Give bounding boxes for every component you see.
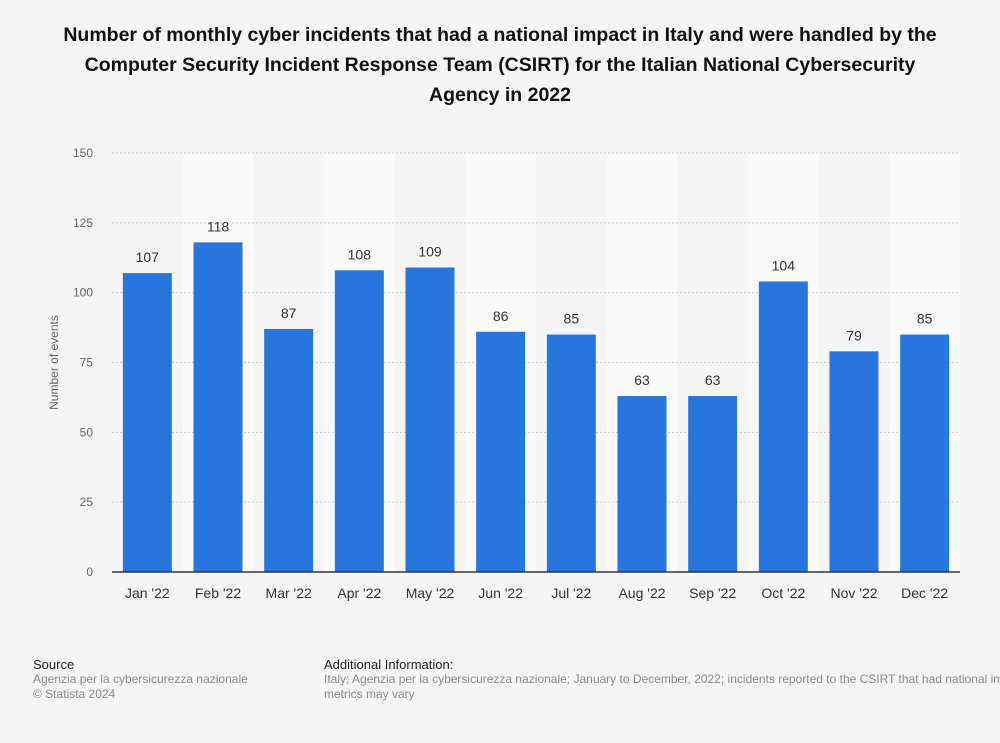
bar <box>476 331 526 572</box>
additional-info-line-2: metrics may vary <box>324 687 415 701</box>
bar <box>334 270 384 572</box>
source-heading: Source <box>33 657 75 672</box>
bar <box>193 242 243 573</box>
x-tick-label: Dec '22 <box>901 585 948 601</box>
x-tick-label: Apr '22 <box>337 585 381 601</box>
gridlines <box>112 152 960 503</box>
x-tick-label: Jul '22 <box>551 585 591 601</box>
x-tick-label: Feb '22 <box>195 585 241 601</box>
bar <box>264 328 314 572</box>
bar <box>688 396 738 572</box>
bar <box>546 334 596 572</box>
data-label: 85 <box>917 311 933 327</box>
bars <box>122 242 950 573</box>
bar <box>405 267 455 572</box>
data-label: 86 <box>493 308 509 324</box>
source-block: Source Agenzia per la cybersicurezza naz… <box>33 657 303 702</box>
data-label: 104 <box>772 257 796 273</box>
additional-info-line: Italy; Agenzia per la cybersicurezza naz… <box>324 672 1000 686</box>
bar <box>829 351 879 572</box>
bar <box>758 281 808 572</box>
data-label: 87 <box>281 305 297 321</box>
chart-title: Number of monthly cyber incidents that h… <box>63 24 937 106</box>
x-tick-label: Oct '22 <box>761 585 805 601</box>
y-tick-label: 50 <box>80 425 94 439</box>
y-tick-label: 0 <box>86 565 93 579</box>
data-label: 63 <box>634 372 650 388</box>
data-label: 79 <box>846 327 862 343</box>
x-tick-label: Sep '22 <box>689 585 736 601</box>
x-tick-label: Nov '22 <box>830 585 877 601</box>
bar <box>122 273 172 572</box>
y-tick-label: 25 <box>80 495 94 509</box>
data-label: 85 <box>564 311 580 327</box>
data-label: 108 <box>348 246 372 262</box>
x-tick-label: Jan '22 <box>125 585 170 601</box>
bar <box>900 334 950 572</box>
y-tick-label: 150 <box>73 146 93 160</box>
y-axis-ticks: 0 25 50 75 100 125 150 <box>73 146 93 579</box>
copyright-line: © Statista 2024 <box>33 687 116 701</box>
bar <box>617 396 667 572</box>
y-tick-label: 125 <box>73 216 93 230</box>
source-line: Agenzia per la cybersicurezza nazionale <box>33 672 248 686</box>
data-label: 109 <box>418 244 442 260</box>
additional-info-heading: Additional Information: <box>324 657 454 672</box>
x-tick-label: Aug '22 <box>618 585 665 601</box>
additional-info-block: Additional Information: Italy; Agenzia p… <box>324 657 1000 702</box>
x-tick-label: Mar '22 <box>266 585 312 601</box>
data-labels: 107 118 87 108 109 86 85 63 63 104 79 85 <box>136 218 933 388</box>
y-tick-label: 100 <box>73 286 93 300</box>
x-axis-ticks: Jan '22 Feb '22 Mar '22 Apr '22 May '22 Jun '… <box>125 585 948 601</box>
x-tick-label: May '22 <box>406 585 455 601</box>
y-axis-title: Number of events <box>47 315 61 410</box>
data-label: 107 <box>136 249 160 265</box>
data-label: 118 <box>207 218 230 234</box>
y-tick-label: 75 <box>80 356 94 370</box>
x-tick-label: Jun '22 <box>478 585 523 601</box>
data-label: 63 <box>705 372 721 388</box>
